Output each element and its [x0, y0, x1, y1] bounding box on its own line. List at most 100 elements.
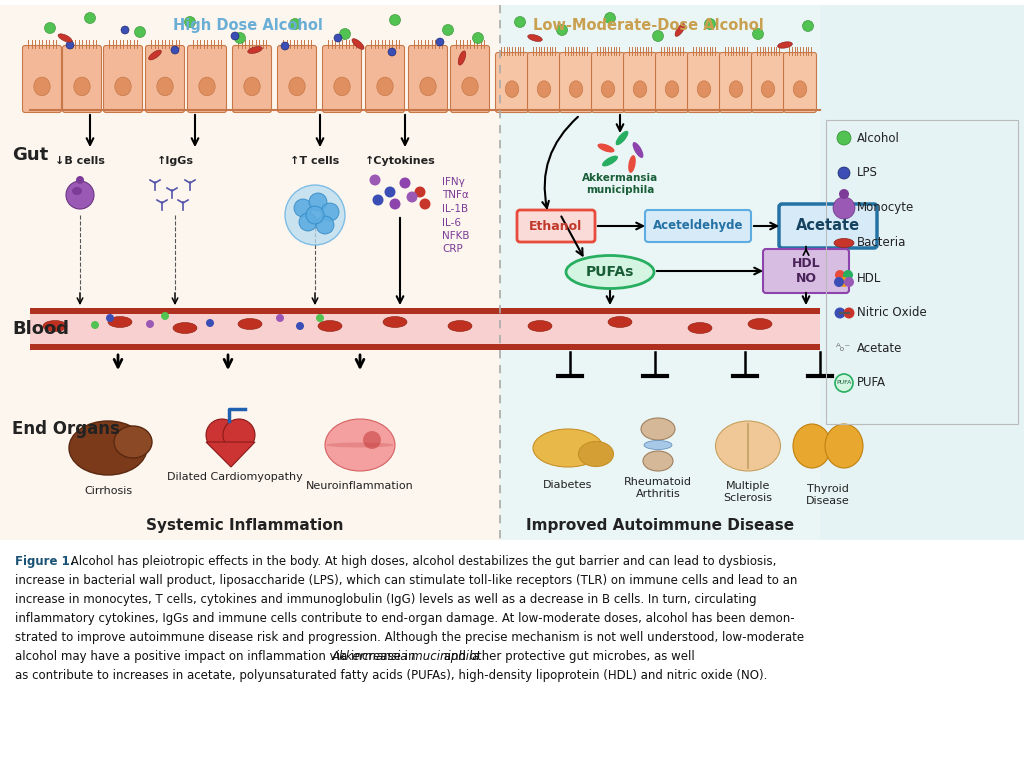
Circle shape — [285, 185, 345, 245]
FancyBboxPatch shape — [645, 210, 751, 242]
Bar — [0, 5, 500, 540]
Text: ↑T cells: ↑T cells — [291, 156, 340, 166]
Ellipse shape — [688, 322, 712, 333]
Circle shape — [373, 195, 384, 206]
Text: Figure 1.: Figure 1. — [15, 555, 75, 568]
Ellipse shape — [633, 142, 643, 158]
Circle shape — [106, 314, 114, 322]
Text: Rheumatoid
Arthritis: Rheumatoid Arthritis — [624, 477, 692, 499]
Ellipse shape — [326, 443, 394, 447]
Text: Diabetes: Diabetes — [544, 480, 593, 490]
Text: Nitric Oxide: Nitric Oxide — [857, 307, 927, 320]
Ellipse shape — [633, 81, 647, 97]
Ellipse shape — [697, 81, 711, 97]
Ellipse shape — [528, 321, 552, 332]
FancyBboxPatch shape — [187, 45, 226, 113]
Ellipse shape — [43, 321, 67, 332]
Circle shape — [362, 431, 381, 449]
Ellipse shape — [615, 131, 629, 145]
Text: Acetate: Acetate — [857, 342, 902, 354]
Ellipse shape — [377, 77, 393, 95]
Ellipse shape — [325, 419, 395, 471]
Text: increase in bacterial wall product, liposaccharide (LPS), which can stimulate to: increase in bacterial wall product, lipo… — [15, 574, 798, 587]
Ellipse shape — [566, 256, 654, 289]
Ellipse shape — [716, 421, 780, 471]
Ellipse shape — [601, 81, 614, 97]
FancyBboxPatch shape — [763, 249, 849, 293]
Ellipse shape — [199, 77, 215, 95]
Ellipse shape — [534, 429, 603, 467]
Ellipse shape — [608, 317, 632, 328]
Circle shape — [121, 26, 129, 34]
Ellipse shape — [108, 317, 132, 328]
Text: Gut: Gut — [12, 146, 48, 164]
Circle shape — [838, 167, 850, 179]
FancyBboxPatch shape — [779, 204, 877, 248]
Bar — [30, 344, 820, 350]
Ellipse shape — [527, 34, 543, 41]
Text: Alcohol: Alcohol — [857, 131, 900, 145]
Circle shape — [399, 178, 411, 188]
Circle shape — [299, 213, 317, 231]
Ellipse shape — [74, 77, 90, 95]
Text: and other protective gut microbes, as well: and other protective gut microbes, as we… — [439, 650, 694, 663]
Ellipse shape — [777, 41, 793, 48]
Ellipse shape — [34, 77, 50, 95]
Ellipse shape — [793, 424, 831, 468]
Circle shape — [316, 314, 324, 322]
Circle shape — [833, 197, 855, 219]
Circle shape — [76, 176, 84, 184]
Text: Dilated Cardiomyopathy: Dilated Cardiomyopathy — [167, 472, 303, 482]
Ellipse shape — [173, 322, 197, 333]
Text: HDL: HDL — [857, 271, 882, 285]
Circle shape — [652, 30, 664, 41]
Circle shape — [340, 28, 350, 40]
Ellipse shape — [58, 34, 72, 42]
FancyBboxPatch shape — [409, 45, 447, 113]
Text: IL-6: IL-6 — [442, 217, 461, 228]
Circle shape — [803, 20, 813, 31]
Ellipse shape — [761, 81, 775, 97]
Ellipse shape — [602, 156, 618, 167]
Ellipse shape — [248, 46, 262, 53]
Circle shape — [705, 19, 716, 30]
Circle shape — [206, 319, 214, 327]
Circle shape — [321, 203, 339, 221]
FancyBboxPatch shape — [655, 52, 688, 113]
FancyBboxPatch shape — [527, 52, 560, 113]
Circle shape — [514, 16, 525, 27]
Ellipse shape — [458, 51, 466, 65]
Circle shape — [436, 38, 444, 46]
Circle shape — [316, 216, 334, 234]
Text: IFNγ: IFNγ — [442, 177, 465, 187]
Text: Akkermansia
municiphila: Akkermansia municiphila — [582, 173, 658, 196]
Circle shape — [223, 419, 255, 451]
Text: strated to improve autoimmune disease risk and progression. Although the precise: strated to improve autoimmune disease ri… — [15, 631, 804, 644]
Circle shape — [184, 16, 196, 27]
FancyBboxPatch shape — [323, 45, 361, 113]
Ellipse shape — [666, 81, 679, 97]
Ellipse shape — [538, 81, 551, 97]
Text: HDL
NO: HDL NO — [792, 257, 820, 285]
Ellipse shape — [115, 77, 131, 95]
Bar — [30, 308, 820, 314]
FancyBboxPatch shape — [517, 210, 595, 242]
Circle shape — [296, 322, 304, 330]
FancyBboxPatch shape — [62, 45, 101, 113]
Ellipse shape — [825, 424, 863, 468]
Text: ↑Cytokines: ↑Cytokines — [365, 156, 435, 166]
Ellipse shape — [69, 421, 147, 475]
FancyBboxPatch shape — [624, 52, 656, 113]
Ellipse shape — [148, 50, 162, 60]
Text: Low-Moderate-Dose Alcohol: Low-Moderate-Dose Alcohol — [532, 18, 763, 33]
Text: Cirrhosis: Cirrhosis — [84, 486, 132, 496]
Circle shape — [146, 320, 154, 328]
Ellipse shape — [643, 451, 673, 471]
FancyBboxPatch shape — [145, 45, 184, 113]
Ellipse shape — [675, 23, 685, 37]
Circle shape — [835, 270, 845, 280]
Text: as contribute to increases in acetate, polyunsaturated fatty acids (PUFAs), high: as contribute to increases in acetate, p… — [15, 669, 767, 682]
Bar — [30, 308, 820, 350]
Text: ↓B cells: ↓B cells — [55, 156, 104, 166]
Circle shape — [604, 13, 615, 23]
